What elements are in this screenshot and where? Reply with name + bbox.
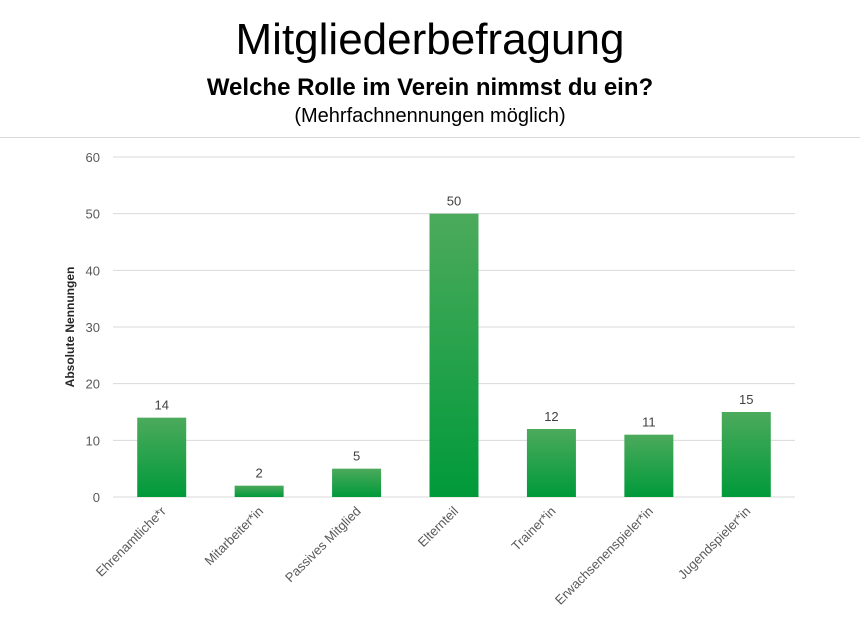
- bar: [332, 468, 382, 497]
- chart-header: Mitgliederbefragung Welche Rolle im Vere…: [0, 0, 860, 138]
- chart-note: (Mehrfachnennungen möglich): [294, 105, 566, 127]
- data-label: 11: [642, 415, 656, 430]
- data-label: 2: [256, 466, 263, 481]
- x-tick-label: Jugendspieler*in: [675, 504, 754, 583]
- data-label: 15: [739, 392, 753, 407]
- y-tick-label: 20: [86, 377, 100, 392]
- y-axis-ticks: 0 10 20 30 40 50 60: [86, 150, 100, 505]
- x-tick-label: Mitarbeiter*in: [201, 504, 266, 569]
- x-axis-ticks: Ehrenamtliche*r Mitarbeiter*in Passives Mi…: [93, 503, 754, 608]
- y-axis-label: Absolute Nennungen: [63, 267, 77, 388]
- x-tick-label: Erwachsenenspieler*in: [552, 504, 656, 608]
- chart-subtitle: Welche Rolle im Verein nimmst du ein?: [206, 74, 654, 101]
- bar: [526, 429, 576, 497]
- bar: [429, 213, 479, 497]
- data-label: 14: [154, 398, 168, 413]
- data-label: 5: [353, 449, 360, 464]
- data-label: 12: [544, 409, 558, 424]
- x-tick-label: Ehrenamtliche*r: [93, 503, 169, 579]
- x-tick-label: Elternteil: [415, 503, 461, 549]
- data-label: 50: [447, 194, 461, 209]
- x-tick-label: Trainer*in: [508, 504, 558, 554]
- y-tick-label: 30: [86, 320, 100, 335]
- bar: [624, 434, 674, 497]
- y-tick-label: 0: [93, 490, 100, 505]
- bar: [721, 412, 771, 497]
- data-labels: 14 2 5 50 12 11 15: [154, 194, 753, 481]
- y-tick-label: 50: [86, 207, 100, 222]
- bar: [234, 485, 284, 497]
- bars: [137, 213, 771, 497]
- y-tick-label: 60: [86, 150, 100, 165]
- page-title: Mitgliederbefragung: [235, 15, 625, 64]
- bar: [137, 417, 187, 497]
- y-tick-label: 10: [86, 433, 100, 448]
- x-tick-label: Passives Mitglied: [282, 504, 364, 586]
- y-tick-label: 40: [86, 263, 100, 278]
